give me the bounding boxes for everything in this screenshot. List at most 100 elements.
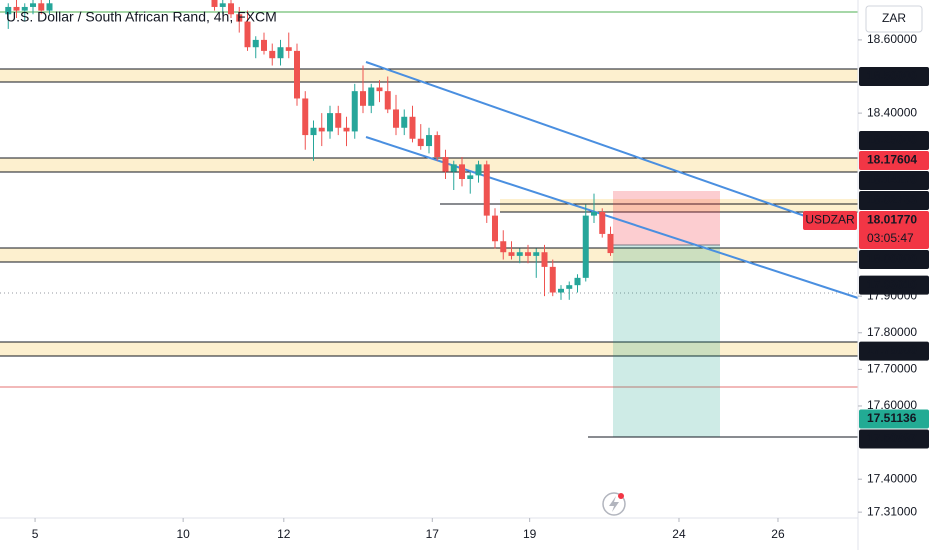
candle-body [401, 116, 408, 128]
currency-label[interactable]: ZAR [882, 11, 906, 25]
candle-body [335, 113, 342, 128]
candle-body [252, 39, 259, 48]
candle-body [310, 127, 317, 136]
candles [5, 0, 614, 300]
x-tick-label: 10 [176, 527, 190, 541]
candle-body [541, 252, 548, 267]
candle-body [228, 3, 234, 15]
price-tag-label: 18.02763 [867, 193, 917, 207]
candle-body [574, 277, 581, 286]
x-tick-label: 5 [32, 527, 39, 541]
candle-body [13, 6, 20, 11]
candle-body [318, 127, 325, 132]
axis: 18.6000018.4000017.9000017.8000017.70000… [32, 32, 929, 541]
candle-body [409, 116, 416, 139]
y-tick-label: 17.70000 [867, 362, 917, 376]
price-tag [859, 191, 929, 211]
price-tag [859, 151, 929, 171]
zone [0, 247, 858, 263]
candle-body [327, 113, 333, 132]
candle-body [566, 285, 573, 289]
price-tag-label: 17.51136 [867, 411, 917, 425]
price-tag [859, 211, 929, 250]
candle-body [525, 252, 531, 256]
candle-body [508, 252, 515, 256]
candle-body [450, 164, 457, 172]
candle-body [261, 39, 267, 51]
y-tick-label: 17.60000 [867, 398, 917, 412]
candle-body [393, 109, 399, 128]
price-tag-label: 17.50997 [867, 431, 917, 445]
candle-body [368, 87, 375, 106]
candle-body [442, 157, 449, 172]
price-tag-label: 18.50000 [867, 69, 917, 83]
y-tick-label: 17.80000 [867, 325, 917, 339]
candle-body [302, 98, 309, 136]
candle-body [434, 135, 441, 158]
currency-button[interactable] [865, 5, 923, 33]
candle-body [549, 266, 556, 293]
price-tag-label: 18.25000 [867, 133, 917, 147]
candle-body [343, 127, 350, 132]
candle-body [384, 91, 391, 110]
price-tag-label: 17.75000 [867, 343, 917, 357]
price-tag [859, 429, 929, 449]
candle-body [558, 288, 564, 293]
candle-body [277, 47, 284, 59]
price-tag [859, 171, 929, 191]
trend-line [365, 61, 823, 223]
price-tag [859, 409, 929, 429]
candle-body [30, 3, 36, 7]
drawings [0, 11, 859, 438]
candle-body [236, 14, 243, 22]
candle-body [21, 6, 28, 11]
zone [0, 68, 858, 83]
x-tick-label: 12 [277, 527, 291, 541]
y-tick-label: 17.31000 [867, 504, 917, 518]
candle-body [599, 211, 606, 234]
candle-body [533, 252, 540, 256]
candle-body [459, 164, 465, 180]
target-zone [613, 245, 720, 437]
candle-body [360, 91, 366, 106]
price-tag [859, 341, 929, 361]
price-tag [859, 67, 929, 87]
alert-icon [602, 492, 626, 516]
chart-title: U.S. Dollar / South African Rand, 4h, FX… [6, 9, 277, 25]
candle-body [426, 135, 432, 147]
candle-body [46, 3, 53, 11]
price-tag-label: 18.01770 [867, 213, 917, 227]
candle-body [376, 87, 383, 92]
candle-body [244, 21, 251, 48]
candle-body [417, 138, 424, 147]
candle-body [38, 3, 45, 11]
candle-body [5, 6, 12, 15]
price-tag-label: 18.14170 [867, 173, 917, 187]
price-tag [859, 131, 929, 151]
price-tag [859, 250, 929, 270]
price-tag-label: 18.17604 [867, 153, 917, 167]
candle-body [294, 50, 300, 99]
x-tick-label: 17 [426, 527, 440, 541]
candle-body [269, 50, 276, 59]
price-tag-label: 17.93010 [867, 277, 917, 291]
candle-body [591, 211, 597, 216]
symbol-tag [803, 211, 857, 231]
y-tick-label: 18.60000 [867, 32, 917, 46]
candle-body [351, 91, 358, 132]
countdown-label: 03:05:47 [867, 231, 914, 245]
candle-body [285, 47, 292, 51]
candle-body [475, 164, 482, 176]
zone [0, 341, 858, 357]
candle-body [607, 233, 614, 254]
candle-body [467, 175, 474, 180]
candle-body [211, 0, 218, 7]
candle-body [219, 3, 226, 7]
y-tick-label: 18.40000 [867, 105, 917, 119]
candle-body [516, 252, 523, 256]
stop-zone [613, 191, 720, 245]
candle-body [500, 241, 507, 253]
